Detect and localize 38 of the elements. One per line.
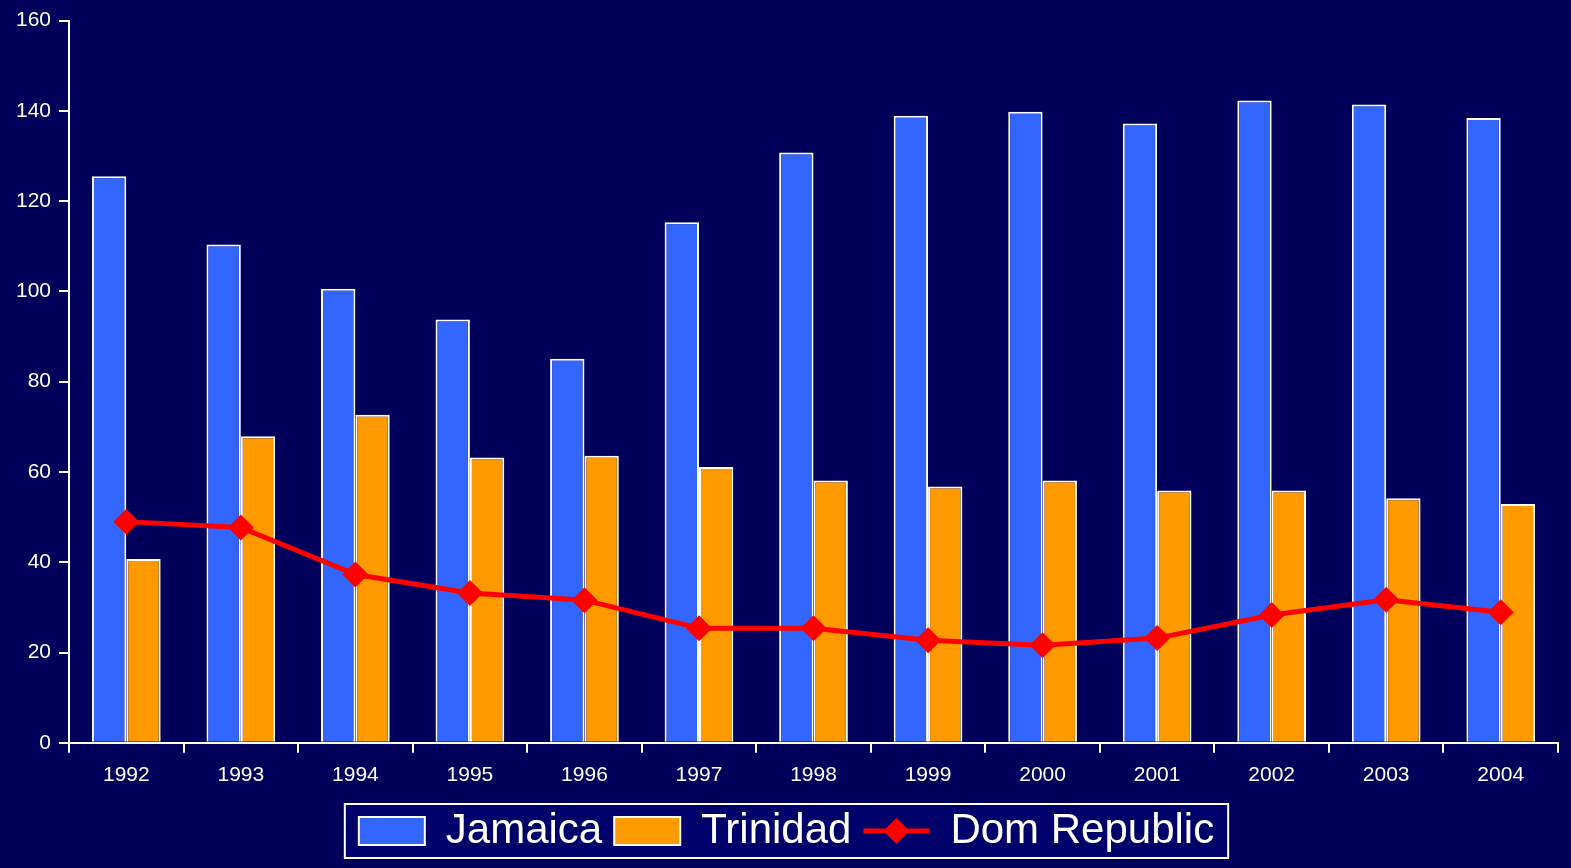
point [456,579,483,606]
x-tick-label: 1998 [790,762,837,786]
point [113,508,140,535]
x-tick-label: 2000 [1019,762,1066,786]
point [1258,602,1285,629]
point [342,561,369,588]
x-tick-label: 2002 [1248,762,1296,786]
point [800,615,827,642]
point [227,514,254,541]
point [915,627,942,654]
x-tick-label: 1995 [446,762,494,786]
legend-label: Dom Republic [950,804,1215,852]
y-tick-label: 140 [15,97,52,121]
x-tick-label: 1994 [332,762,380,786]
point [685,615,712,642]
legend-label: Jamaica [445,804,603,852]
point [571,587,598,614]
x-tick-label: 1992 [102,762,150,786]
y-tick-label: 100 [15,278,52,302]
y-tick-label: 20 [27,639,52,663]
x-tick-label: 2001 [1133,762,1181,786]
y-tick-label: 120 [15,187,52,211]
x-tick-label: 1999 [904,762,952,786]
x-tick-label: 2004 [1477,762,1525,786]
point [1029,632,1056,659]
y-tick-label: 0 [39,729,52,753]
x-tick-label: 1997 [675,762,723,786]
point [1487,599,1514,626]
x-tick-label: 2003 [1362,762,1410,786]
y-tick-label: 160 [15,7,52,31]
point [1144,625,1171,652]
y-tick-label: 80 [27,368,52,392]
point [1373,586,1400,613]
y-tick-label: 40 [27,549,52,573]
y-tick-label: 60 [27,458,52,482]
legend-label: Trinidad [701,804,852,852]
x-tick-label: 1996 [561,762,608,786]
x-tick-label: 1993 [217,762,265,786]
